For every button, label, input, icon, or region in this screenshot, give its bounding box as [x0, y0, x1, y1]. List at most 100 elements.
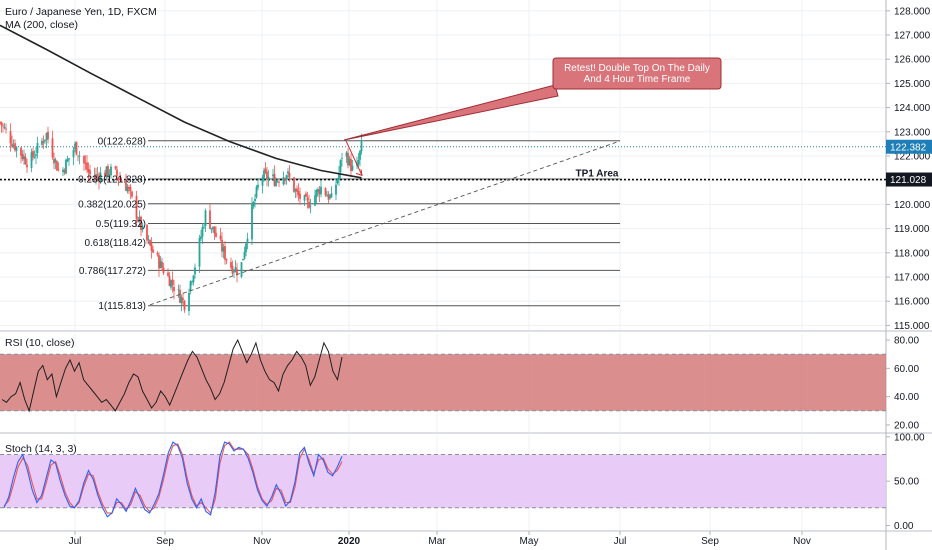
candle-down: [20, 147, 22, 164]
rsi-tick-label: 40.00: [894, 392, 919, 403]
candle-body: [159, 260, 162, 269]
candle-up: [74, 141, 76, 153]
x-tick-label: Nov: [793, 536, 811, 547]
candle-up: [192, 274, 195, 286]
candle-up: [68, 158, 70, 166]
y-tick-label: 125.000: [894, 79, 931, 90]
candle-body: [149, 239, 151, 246]
candle-down: [98, 172, 100, 190]
candle-body: [315, 190, 318, 197]
x-tick-label: Mar: [428, 536, 446, 547]
candle-up: [282, 171, 285, 186]
y-tick-label: 123.000: [894, 127, 931, 138]
candle-body: [200, 236, 202, 239]
candle-up: [200, 229, 202, 241]
candle-body: [24, 157, 27, 165]
candle-down: [236, 262, 238, 283]
candle-body: [162, 267, 165, 274]
fib-level-label: 0.786(117.272): [79, 266, 146, 277]
candle-down: [273, 165, 276, 187]
candle-down: [75, 141, 78, 156]
candle-body: [236, 269, 238, 275]
candle-down: [305, 191, 307, 198]
candle-body: [78, 155, 81, 157]
candle-body: [107, 165, 109, 177]
candle-down: [135, 190, 138, 227]
candle-body: [138, 217, 141, 221]
candle-down: [347, 148, 349, 169]
candle-body: [179, 289, 181, 303]
stoch-band: [0, 454, 886, 508]
candle-body: [65, 159, 67, 174]
candle-up: [275, 177, 277, 188]
candle-down: [51, 130, 54, 160]
candle-up: [287, 168, 289, 178]
candle-up: [245, 242, 247, 257]
candle-body: [231, 265, 234, 274]
candle-body: [183, 300, 186, 311]
candle-body: [2, 125, 4, 127]
candle-up: [359, 150, 361, 167]
candle-body: [53, 158, 55, 164]
candle-body: [98, 176, 100, 182]
candle-body: [131, 191, 133, 197]
candle-body: [305, 193, 307, 197]
candle-up: [170, 279, 172, 291]
candle-up: [36, 136, 39, 159]
candle-body: [284, 178, 286, 180]
candle-body: [266, 171, 268, 180]
candle-down: [156, 250, 159, 257]
candle-body: [288, 172, 291, 178]
candle-body: [204, 210, 207, 226]
candle-up: [30, 148, 33, 173]
candle-down: [230, 257, 232, 270]
candle-body: [263, 170, 265, 180]
candle-down: [350, 153, 352, 178]
candle-body: [351, 165, 354, 171]
candle-up: [15, 145, 18, 158]
candle-body: [26, 164, 28, 168]
candle-up: [210, 227, 213, 234]
candle-down: [278, 179, 280, 187]
candle-body: [62, 169, 64, 172]
candle-up: [251, 197, 253, 246]
ma-200-line: [0, 24, 362, 179]
x-tick-label: Sep: [701, 536, 719, 547]
x-tick-label: May: [520, 536, 539, 547]
target-arrow: [345, 140, 363, 176]
target-arrow-head: [355, 169, 363, 177]
candle-up: [138, 210, 141, 227]
candle-body: [74, 143, 76, 150]
candle-up: [33, 150, 36, 159]
candle-body: [156, 253, 159, 255]
stoch-d-line: [3, 441, 343, 515]
candle-body: [282, 177, 285, 185]
candle-body: [293, 177, 295, 192]
candle-down: [87, 162, 90, 180]
candle-body: [255, 186, 258, 198]
candle-body: [303, 195, 306, 201]
candle-body: [273, 173, 276, 186]
y-tick-label: 126.000: [894, 55, 931, 66]
tp1-price-tag: [886, 172, 932, 187]
candle-body: [116, 169, 118, 176]
candle-body: [192, 275, 195, 283]
candle-up: [341, 152, 343, 167]
candle-up: [254, 193, 256, 208]
candle-up: [41, 138, 43, 148]
candle-body: [320, 186, 322, 195]
candle-up: [357, 152, 360, 167]
candle-down: [137, 216, 139, 223]
candle-body: [51, 138, 54, 158]
candle-body: [245, 243, 247, 253]
candle-body: [119, 179, 121, 181]
candle-up: [198, 234, 201, 274]
candle-body: [23, 156, 25, 160]
candle-body: [224, 246, 226, 260]
candle-body: [147, 239, 150, 241]
candle-up: [309, 198, 312, 214]
fib-level-label: 0.5(119.32): [96, 219, 146, 230]
candle-body: [173, 286, 175, 292]
candle-body: [329, 195, 331, 199]
